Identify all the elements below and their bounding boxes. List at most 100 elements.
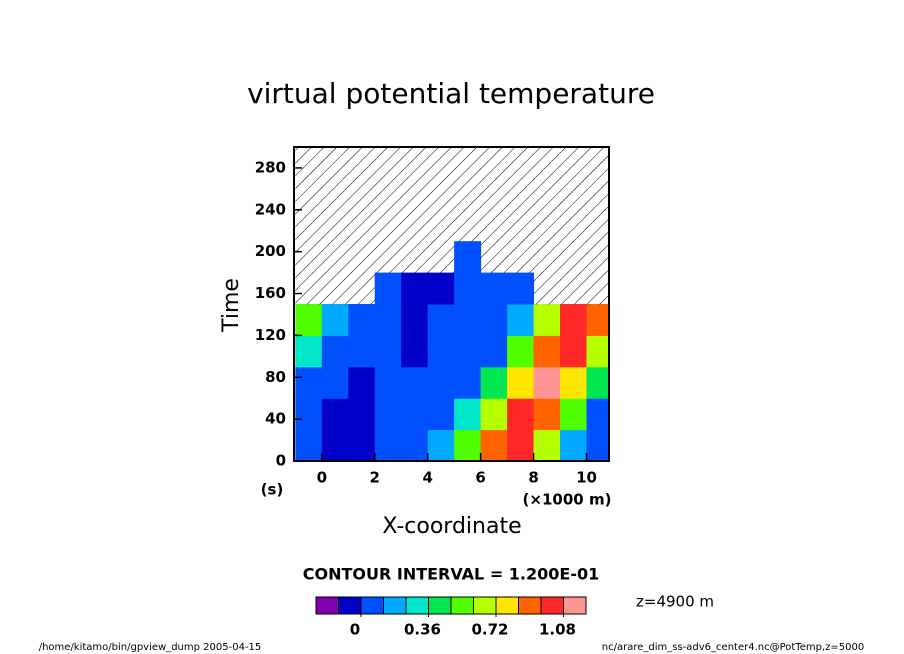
contour-cell [321, 366, 349, 399]
y-tick-label: 0 [276, 452, 286, 470]
contour-cell [321, 209, 349, 242]
contour-cell [348, 209, 376, 242]
contour-cell [348, 398, 376, 431]
contour-cell [560, 209, 587, 242]
contour-cell [560, 429, 587, 461]
contour-cell [480, 272, 508, 305]
contour-cell [295, 209, 323, 242]
contour-cell [401, 304, 429, 336]
contour-cell [321, 304, 349, 336]
contour-cell [321, 147, 349, 179]
y-tick-label: 80 [265, 368, 286, 386]
contour-cell [586, 209, 609, 242]
contour-cell [427, 304, 455, 336]
contour-cell [507, 335, 535, 368]
contour-cell [533, 209, 561, 242]
contour-cell [586, 147, 609, 179]
annotation: z=4900 m [636, 593, 714, 611]
contour-cell [401, 398, 429, 431]
plot-frame [293, 146, 610, 462]
contour-cell [507, 304, 535, 336]
contour-cell [427, 147, 455, 179]
contour-cell [586, 366, 609, 399]
contour-cell [586, 178, 609, 211]
y-axis-label: Time [219, 278, 244, 333]
contour-cell [348, 241, 376, 274]
colorbar-box [450, 596, 474, 615]
x-tick-label: 8 [528, 469, 538, 487]
contour-cell [295, 272, 323, 305]
contour-cell [480, 147, 508, 179]
chart-title: virtual potential temperature [247, 77, 655, 110]
contour-cell [507, 209, 535, 242]
contour-cell [480, 304, 508, 336]
y-tick-label: 200 [255, 242, 286, 260]
contour-cell [401, 178, 429, 211]
contour-cell [374, 304, 402, 336]
colorbar-box [540, 596, 564, 615]
colorbar-box [495, 596, 519, 615]
contour-cell [401, 429, 429, 461]
contour-cell [401, 147, 429, 179]
contour-cell [321, 272, 349, 305]
contour-cell [401, 209, 429, 242]
contour-cell [560, 366, 587, 399]
x-tick-label: 2 [370, 469, 380, 487]
contour-cell [454, 366, 482, 399]
contour-cell [454, 304, 482, 336]
contour-cell [295, 366, 323, 399]
colorbar-box [315, 596, 339, 615]
contour-cell [560, 335, 587, 368]
contour-cell [480, 178, 508, 211]
contour-cell [454, 178, 482, 211]
contour-cell [533, 366, 561, 399]
contour-cell [321, 398, 349, 431]
contour-cell [295, 241, 323, 274]
x-tick-label: 10 [576, 469, 597, 487]
contour-cell [480, 366, 508, 399]
contour-field [295, 147, 609, 461]
contour-cell [374, 209, 402, 242]
x-tick-label: 4 [422, 469, 432, 487]
contour-cell [374, 147, 402, 179]
contour-cell [586, 398, 609, 431]
contour-cell [374, 398, 402, 431]
contour-cell [427, 398, 455, 431]
contour-cell [586, 241, 609, 274]
contour-cell [295, 304, 323, 336]
contour-cell [348, 335, 376, 368]
contour-cell [533, 147, 561, 179]
contour-cell [533, 241, 561, 274]
y-tick-label: 40 [265, 410, 286, 428]
contour-cell [454, 241, 482, 274]
contour-cell [374, 335, 402, 368]
contour-cell [401, 241, 429, 274]
contour-cell [295, 147, 323, 179]
contour-cell [454, 335, 482, 368]
contour-cell [295, 335, 323, 368]
contour-cell [427, 178, 455, 211]
contour-cell [348, 178, 376, 211]
footer-left: /home/kitamo/bin/gpview_dump 2005-04-15 [39, 642, 262, 653]
contour-cell [374, 366, 402, 399]
contour-cell [321, 241, 349, 274]
contour-cell [295, 429, 323, 461]
contour-cell [348, 304, 376, 336]
contour-cell [560, 272, 587, 305]
x-unit: (×1000 m) [523, 491, 612, 509]
contour-cell [427, 241, 455, 274]
contour-cell [586, 429, 609, 461]
contour-cell [560, 241, 587, 274]
contour-cell [454, 209, 482, 242]
colorbar-box [360, 596, 384, 615]
contour-cell [348, 429, 376, 461]
contour-cell [560, 398, 587, 431]
colorbar-box [405, 596, 429, 615]
contour-cell [533, 272, 561, 305]
contour-cell [533, 429, 561, 461]
y-unit: (s) [261, 481, 284, 499]
contour-interval: CONTOUR INTERVAL = 1.200E-01 [303, 565, 600, 584]
colorbar-box [383, 596, 407, 615]
colorbar-tick-label: 0.36 [404, 621, 441, 639]
